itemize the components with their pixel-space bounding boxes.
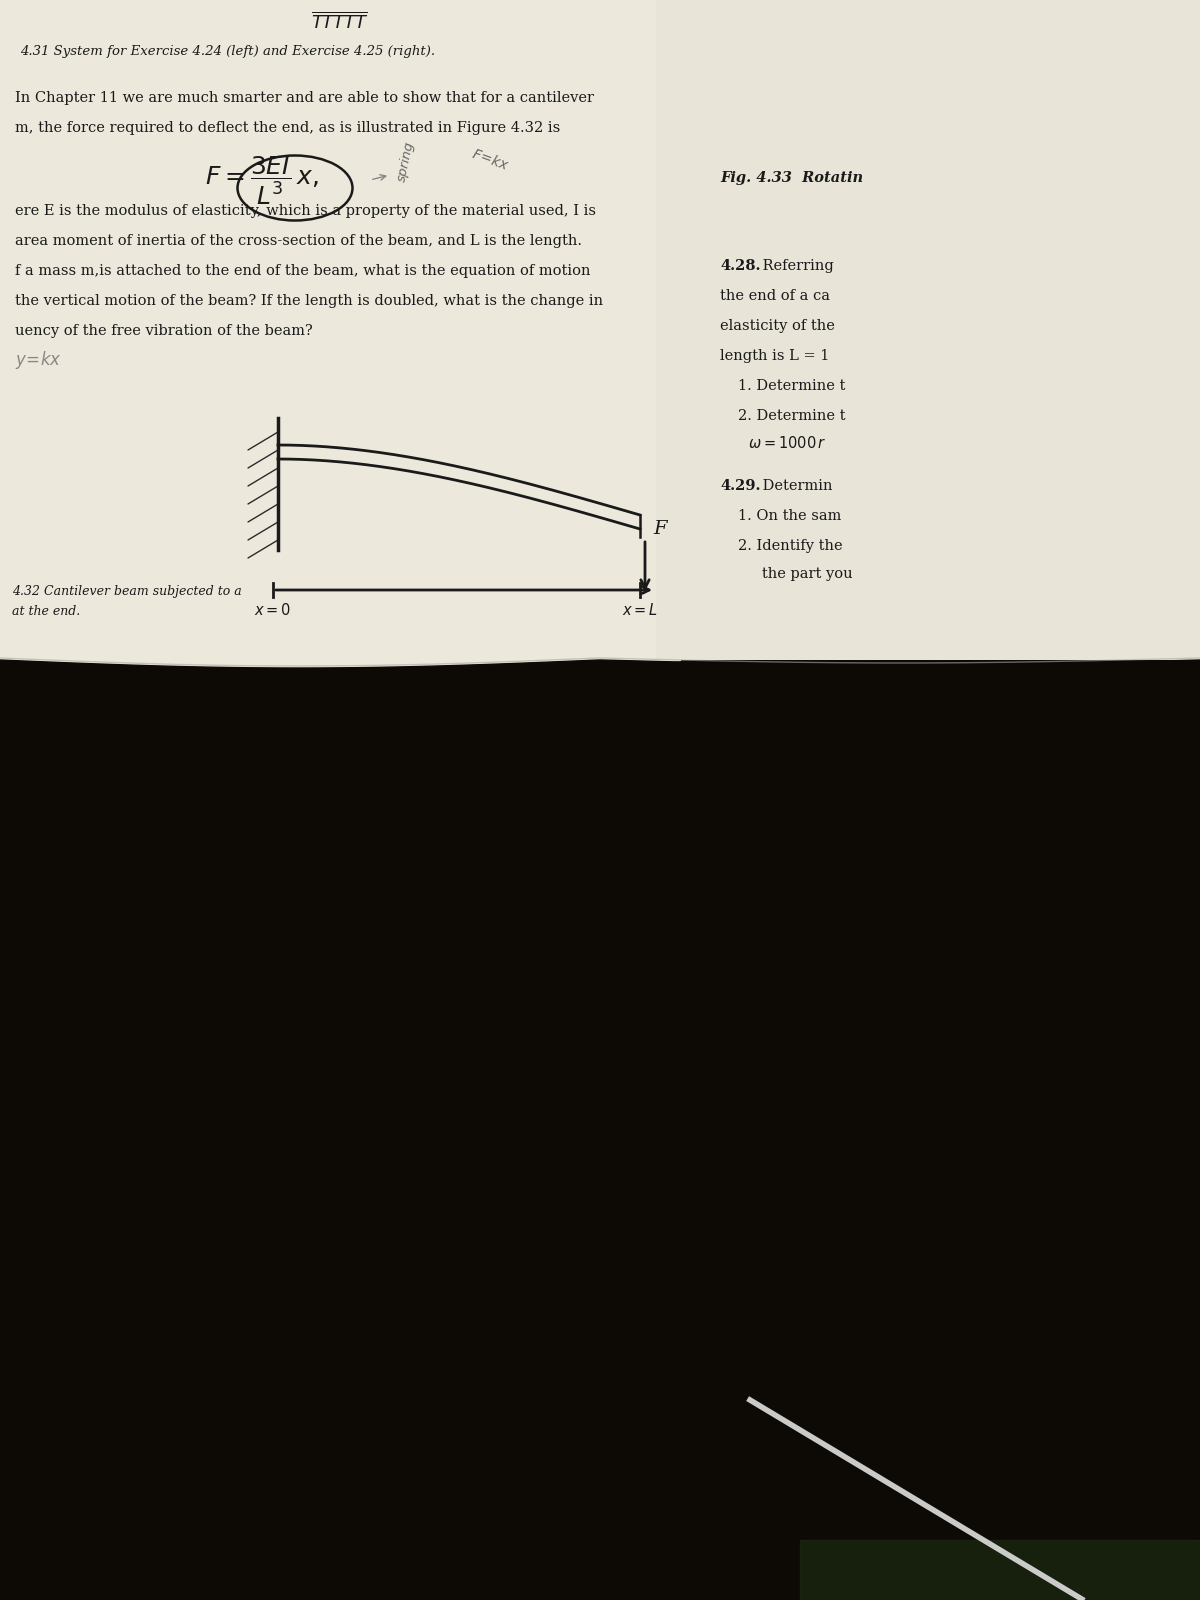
Text: $F = \dfrac{3EI}{L^3}\,x,$: $F = \dfrac{3EI}{L^3}\,x,$ <box>205 154 319 206</box>
Text: f a mass m,is attached to the end of the beam, what is the equation of motion: f a mass m,is attached to the end of the… <box>14 264 590 278</box>
Text: 1. Determine t: 1. Determine t <box>738 379 845 394</box>
Text: $x=0$: $x=0$ <box>254 602 292 618</box>
Bar <box>656 0 1200 659</box>
Text: Fig. 4.33  Rotatin: Fig. 4.33 Rotatin <box>720 171 863 186</box>
Text: 4.31 System for Exercise 4.24 (left) and Exercise 4.25 (right).: 4.31 System for Exercise 4.24 (left) and… <box>20 45 436 58</box>
Text: 4.28.: 4.28. <box>720 259 761 274</box>
Text: $\overline{TTTTT}$: $\overline{TTTTT}$ <box>311 11 370 32</box>
Text: m, the force required to deflect the end, as is illustrated in Figure 4.32 is: m, the force required to deflect the end… <box>14 122 560 134</box>
Text: In Chapter 11 we are much smarter and are able to show that for a cantilever: In Chapter 11 we are much smarter and ar… <box>14 91 594 106</box>
Text: 4.29.: 4.29. <box>720 478 761 493</box>
Text: elasticity of the: elasticity of the <box>720 318 835 333</box>
Text: at the end.: at the end. <box>12 605 80 618</box>
Text: $y\!=\!kx$: $y\!=\!kx$ <box>14 349 62 371</box>
Text: spring: spring <box>395 141 416 182</box>
Text: ere E is the modulus of elasticity, which is a property of the material used, I : ere E is the modulus of elasticity, whic… <box>14 203 596 218</box>
Text: $F\!=\!kx$: $F\!=\!kx$ <box>470 146 511 173</box>
Text: F: F <box>653 520 666 538</box>
Text: the part you: the part you <box>748 566 853 581</box>
Text: Referring: Referring <box>758 259 834 274</box>
Bar <box>0 0 680 650</box>
Text: $x=L$: $x=L$ <box>622 602 658 618</box>
Text: uency of the free vibration of the beam?: uency of the free vibration of the beam? <box>14 323 313 338</box>
Text: 2. Identify the: 2. Identify the <box>738 539 842 554</box>
Text: 4.32 Cantilever beam subjected to a: 4.32 Cantilever beam subjected to a <box>12 586 241 598</box>
Bar <box>0 0 680 659</box>
Text: the vertical motion of the beam? If the length is doubled, what is the change in: the vertical motion of the beam? If the … <box>14 294 604 307</box>
FancyBboxPatch shape <box>653 0 1200 654</box>
Text: $\omega = 1000\,r$: $\omega = 1000\,r$ <box>748 435 827 451</box>
Text: Determin: Determin <box>758 478 833 493</box>
Bar <box>658 0 1200 650</box>
FancyBboxPatch shape <box>0 0 685 654</box>
Text: the end of a ca: the end of a ca <box>720 290 830 302</box>
Text: area moment of inertia of the cross-section of the beam, and L is the length.: area moment of inertia of the cross-sect… <box>14 234 582 248</box>
Text: length is L = 1: length is L = 1 <box>720 349 829 363</box>
Text: 1. On the sam: 1. On the sam <box>738 509 841 523</box>
Text: 2. Determine t: 2. Determine t <box>738 410 846 422</box>
